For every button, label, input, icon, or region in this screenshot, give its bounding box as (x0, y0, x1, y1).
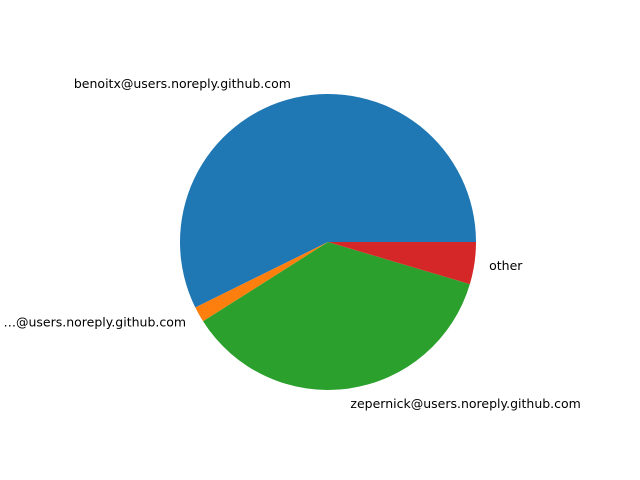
pie-slice-2 (203, 242, 470, 390)
pie-label-2: zepernick@users.noreply.github.com (350, 396, 580, 411)
pie-slice-0 (180, 93, 477, 308)
pie-label-1: …@users.noreply.github.com (3, 314, 186, 329)
pie-slice-3 (328, 242, 476, 285)
pie-labels: benoitx@users.noreply.github.com …@users.… (3, 76, 580, 411)
pie-label-3: other (489, 258, 523, 273)
pie-slice-1 (195, 242, 328, 322)
pie-label-0: benoitx@users.noreply.github.com (74, 76, 291, 91)
pie-slices (180, 93, 477, 390)
